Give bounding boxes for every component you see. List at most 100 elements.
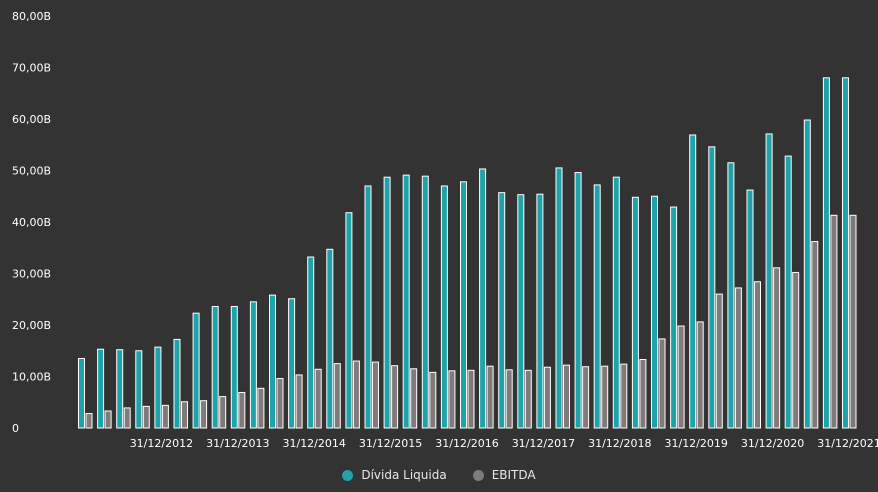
x-tick-label: 31/12/2013: [206, 437, 269, 450]
y-axis: 0 10,00B 20,00B 30,00B 40,00B 50,00B 60,00B 70,…: [12, 10, 51, 435]
legend-item-divida-liquida[interactable]: Dívida Liquida: [342, 468, 447, 482]
y-tick-label: 10,00B: [12, 371, 51, 384]
x-tick-label: 31/12/2020: [741, 437, 804, 450]
bar-ebitda[interactable]: [715, 293, 723, 429]
bar-divida-liquida[interactable]: [784, 155, 792, 429]
y-tick-label: 20,00B: [12, 319, 51, 332]
bar-divida-liquida[interactable]: [192, 312, 200, 429]
bar-divida-liquida[interactable]: [307, 256, 315, 429]
bar-ebitda[interactable]: [85, 413, 93, 429]
x-tick-label: 31/12/2012: [130, 437, 193, 450]
bar-divida-liquida[interactable]: [670, 206, 678, 429]
bar-divida-liquida[interactable]: [116, 349, 124, 429]
x-tick-label: 31/12/2019: [664, 437, 727, 450]
bar-ebitda[interactable]: [773, 267, 781, 429]
bar-ebitda[interactable]: [372, 361, 379, 429]
bar-ebitda[interactable]: [257, 387, 265, 429]
bar-divida-liquida[interactable]: [689, 134, 697, 429]
bar-divida-liquida[interactable]: [765, 133, 773, 429]
bar-divida-liquida[interactable]: [460, 181, 467, 429]
bar-divida-liquida[interactable]: [269, 294, 276, 429]
bar-ebitda[interactable]: [448, 370, 456, 429]
bar-divida-liquida[interactable]: [708, 146, 716, 429]
x-tick-label: 31/12/2015: [359, 437, 422, 450]
bar-ebitda[interactable]: [161, 404, 169, 429]
bar-ebitda[interactable]: [639, 359, 647, 429]
bar-ebitda[interactable]: [792, 271, 800, 429]
bar-divida-liquida[interactable]: [78, 357, 85, 429]
bar-ebitda[interactable]: [486, 365, 494, 429]
bar-divida-liquida[interactable]: [421, 175, 429, 429]
x-tick-label: 31/12/2018: [588, 437, 651, 450]
bar-ebitda[interactable]: [563, 364, 570, 429]
bar-ebitda[interactable]: [677, 325, 685, 429]
bar-divida-liquida[interactable]: [402, 174, 410, 429]
bar-ebitda[interactable]: [754, 281, 761, 429]
bar-divida-liquida[interactable]: [154, 346, 162, 429]
bar-ebitda[interactable]: [505, 369, 513, 429]
bar-divida-liquida[interactable]: [631, 196, 639, 429]
bar-ebitda[interactable]: [295, 374, 303, 429]
bar-ebitda[interactable]: [543, 366, 551, 429]
bar-ebitda[interactable]: [830, 214, 838, 429]
bar-ebitda[interactable]: [467, 369, 475, 429]
bar-divida-liquida[interactable]: [651, 195, 658, 429]
bar-divida-liquida[interactable]: [135, 350, 143, 429]
bar-ebitda[interactable]: [181, 401, 188, 429]
bar-divida-liquida[interactable]: [211, 305, 219, 429]
bar-ebitda[interactable]: [811, 241, 819, 429]
x-tick-label: 31/12/2014: [282, 437, 345, 450]
bar-ebitda[interactable]: [601, 365, 609, 429]
bar-divida-liquida[interactable]: [97, 348, 105, 429]
bar-divida-liquida[interactable]: [230, 305, 238, 429]
bar-divida-liquida[interactable]: [173, 338, 181, 429]
bar-divida-liquida[interactable]: [440, 185, 448, 429]
bar-ebitda[interactable]: [410, 368, 418, 429]
bar-divida-liquida[interactable]: [479, 168, 487, 429]
bar-ebitda[interactable]: [429, 371, 437, 429]
bar-divida-liquida[interactable]: [612, 176, 620, 429]
bar-divida-liquida[interactable]: [383, 176, 391, 429]
bar-ebitda[interactable]: [582, 366, 590, 429]
bar-ebitda[interactable]: [123, 407, 131, 429]
bar-divida-liquida[interactable]: [326, 248, 334, 429]
bar-divida-liquida[interactable]: [536, 193, 544, 429]
legend-label-divida-liquida: Dívida Liquida: [361, 468, 447, 482]
y-tick-label: 70,00B: [12, 62, 51, 75]
bar-ebitda[interactable]: [104, 410, 112, 429]
bar-divida-liquida[interactable]: [842, 77, 849, 429]
bar-divida-liquida[interactable]: [727, 162, 735, 429]
bar-divida-liquida[interactable]: [345, 212, 353, 429]
x-tick-label: 31/12/2017: [512, 437, 575, 450]
bar-divida-liquida[interactable]: [288, 298, 296, 429]
bar-ebitda[interactable]: [276, 378, 284, 429]
bar-ebitda[interactable]: [200, 400, 208, 429]
bar-ebitda[interactable]: [314, 368, 322, 429]
bar-divida-liquida[interactable]: [249, 301, 257, 429]
legend-item-ebitda[interactable]: EBITDA: [472, 468, 536, 482]
bar-ebitda[interactable]: [142, 405, 150, 429]
bar-ebitda[interactable]: [391, 365, 399, 429]
bar-divida-liquida[interactable]: [364, 185, 372, 429]
bar-ebitda[interactable]: [658, 338, 666, 429]
bar-divida-liquida[interactable]: [498, 192, 506, 429]
bar-divida-liquida[interactable]: [574, 172, 582, 429]
bar-ebitda[interactable]: [352, 360, 360, 429]
bar-divida-liquida[interactable]: [803, 119, 811, 429]
bar-divida-liquida[interactable]: [746, 189, 754, 429]
bar-ebitda[interactable]: [620, 363, 628, 429]
bar-divida-liquida[interactable]: [517, 194, 525, 429]
bar-ebitda[interactable]: [333, 363, 341, 429]
bar-ebitda[interactable]: [238, 391, 246, 429]
bar-ebitda[interactable]: [219, 396, 227, 429]
y-tick-label: 40,00B: [12, 216, 51, 229]
bar-ebitda[interactable]: [524, 369, 532, 429]
x-tick-label: 31/12/2016: [435, 437, 498, 450]
bar-ebitda[interactable]: [696, 321, 704, 429]
bar-divida-liquida[interactable]: [822, 77, 830, 429]
bar-ebitda[interactable]: [849, 214, 857, 429]
legend-marker-ebitda: [472, 469, 484, 481]
bar-ebitda[interactable]: [734, 287, 742, 429]
bar-divida-liquida[interactable]: [593, 184, 601, 429]
bar-divida-liquida[interactable]: [555, 167, 563, 429]
